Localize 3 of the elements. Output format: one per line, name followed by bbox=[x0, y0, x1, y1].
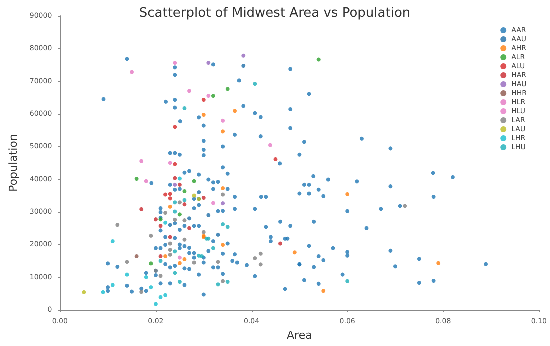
y-axis-title: Population bbox=[7, 134, 20, 192]
x-axis-title: Area bbox=[287, 329, 312, 342]
chart-title: Scatterplot of Midwest Area vs Population bbox=[139, 6, 411, 21]
